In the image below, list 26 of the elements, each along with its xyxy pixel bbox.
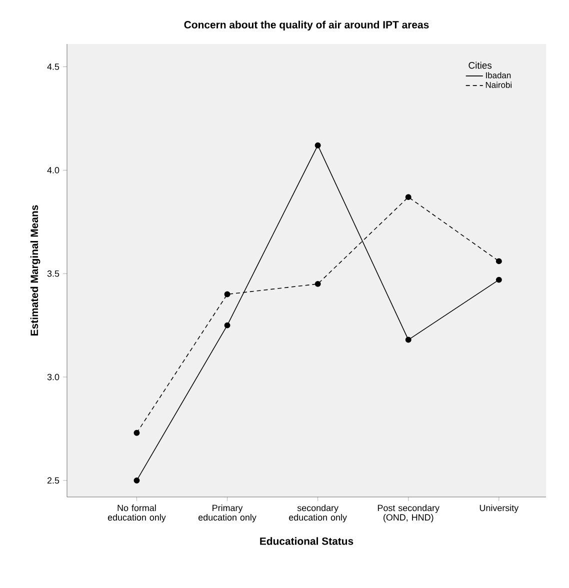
x-tick-label: No formal education only xyxy=(108,504,166,522)
point xyxy=(496,276,502,283)
y-tick-label: 4.0 xyxy=(47,166,60,174)
point xyxy=(405,336,412,343)
x-tick-label: secondary education only xyxy=(289,504,347,522)
point xyxy=(134,430,140,436)
y-axis-title: Estimated Marginal Means xyxy=(30,205,40,336)
y-tick-label: 3.5 xyxy=(47,270,60,277)
y-tick-label: 3.0 xyxy=(47,374,60,380)
x-tick-label: Primary education only xyxy=(198,504,256,522)
chart-title: Concern about the quality of air around IPT areas xyxy=(184,20,429,30)
y-tick-label: 4.5 xyxy=(47,64,60,70)
y-tick-label: 2.5 xyxy=(47,477,60,484)
point xyxy=(224,291,230,298)
point xyxy=(314,142,321,148)
legend-title: Cities xyxy=(468,62,492,69)
x-axis-title: Educational Status xyxy=(260,537,354,545)
point xyxy=(134,477,140,484)
point xyxy=(314,280,321,287)
point xyxy=(496,258,502,264)
point xyxy=(224,322,230,328)
x-tick-label: Post secondary (OND, HND) xyxy=(378,504,440,522)
legend-label: Nairobi xyxy=(486,82,512,88)
legend-label: Ibadan xyxy=(486,72,511,78)
point xyxy=(405,194,412,200)
x-tick-label: University xyxy=(480,504,519,513)
